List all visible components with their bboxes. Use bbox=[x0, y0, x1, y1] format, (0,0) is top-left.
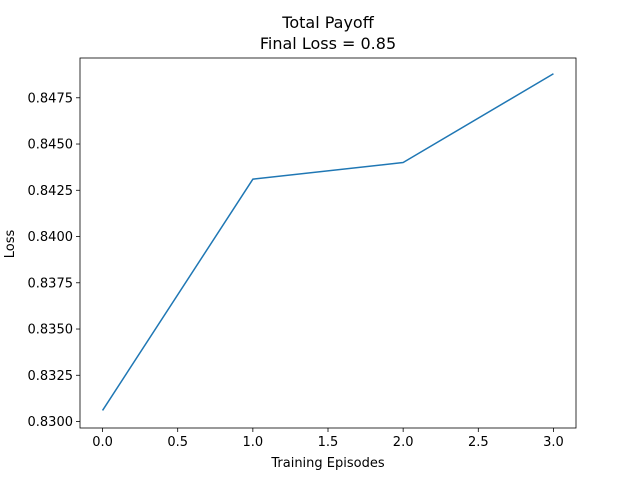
x-tick-label: 0.0 bbox=[92, 435, 113, 450]
x-tick-label: 1.5 bbox=[318, 435, 339, 450]
y-tick-label: 0.8450 bbox=[28, 138, 74, 153]
y-tick-label: 0.8350 bbox=[28, 323, 74, 338]
x-tick-label: 3.0 bbox=[543, 435, 564, 450]
plot-frame bbox=[79, 57, 577, 429]
y-tick-label: 0.8300 bbox=[28, 415, 74, 430]
y-tick-label: 0.8475 bbox=[28, 91, 74, 106]
y-tick-label: 0.8425 bbox=[28, 184, 74, 199]
plot-area: 0.0 0.5 1.0 1.5 2.0 2.5 3.0 0.8300 0.8325 0.8350 0… bbox=[28, 57, 577, 450]
chart-subtitle: Final Loss = 0.85 bbox=[260, 34, 396, 53]
x-tick-label: 0.5 bbox=[167, 435, 188, 450]
x-tick-label: 2.5 bbox=[468, 435, 489, 450]
y-tick-label: 0.8375 bbox=[28, 276, 74, 291]
y-axis-label: Loss bbox=[3, 230, 18, 259]
y-tick-label: 0.8400 bbox=[28, 230, 74, 245]
series-line-0 bbox=[101, 73, 554, 411]
chart-title: Total Payoff bbox=[281, 13, 374, 32]
x-tick-label: 1.0 bbox=[243, 435, 264, 450]
x-axis-label: Training Episodes bbox=[270, 456, 384, 471]
x-tick-label: 2.0 bbox=[393, 435, 414, 450]
y-tick-label: 0.8325 bbox=[28, 369, 74, 384]
